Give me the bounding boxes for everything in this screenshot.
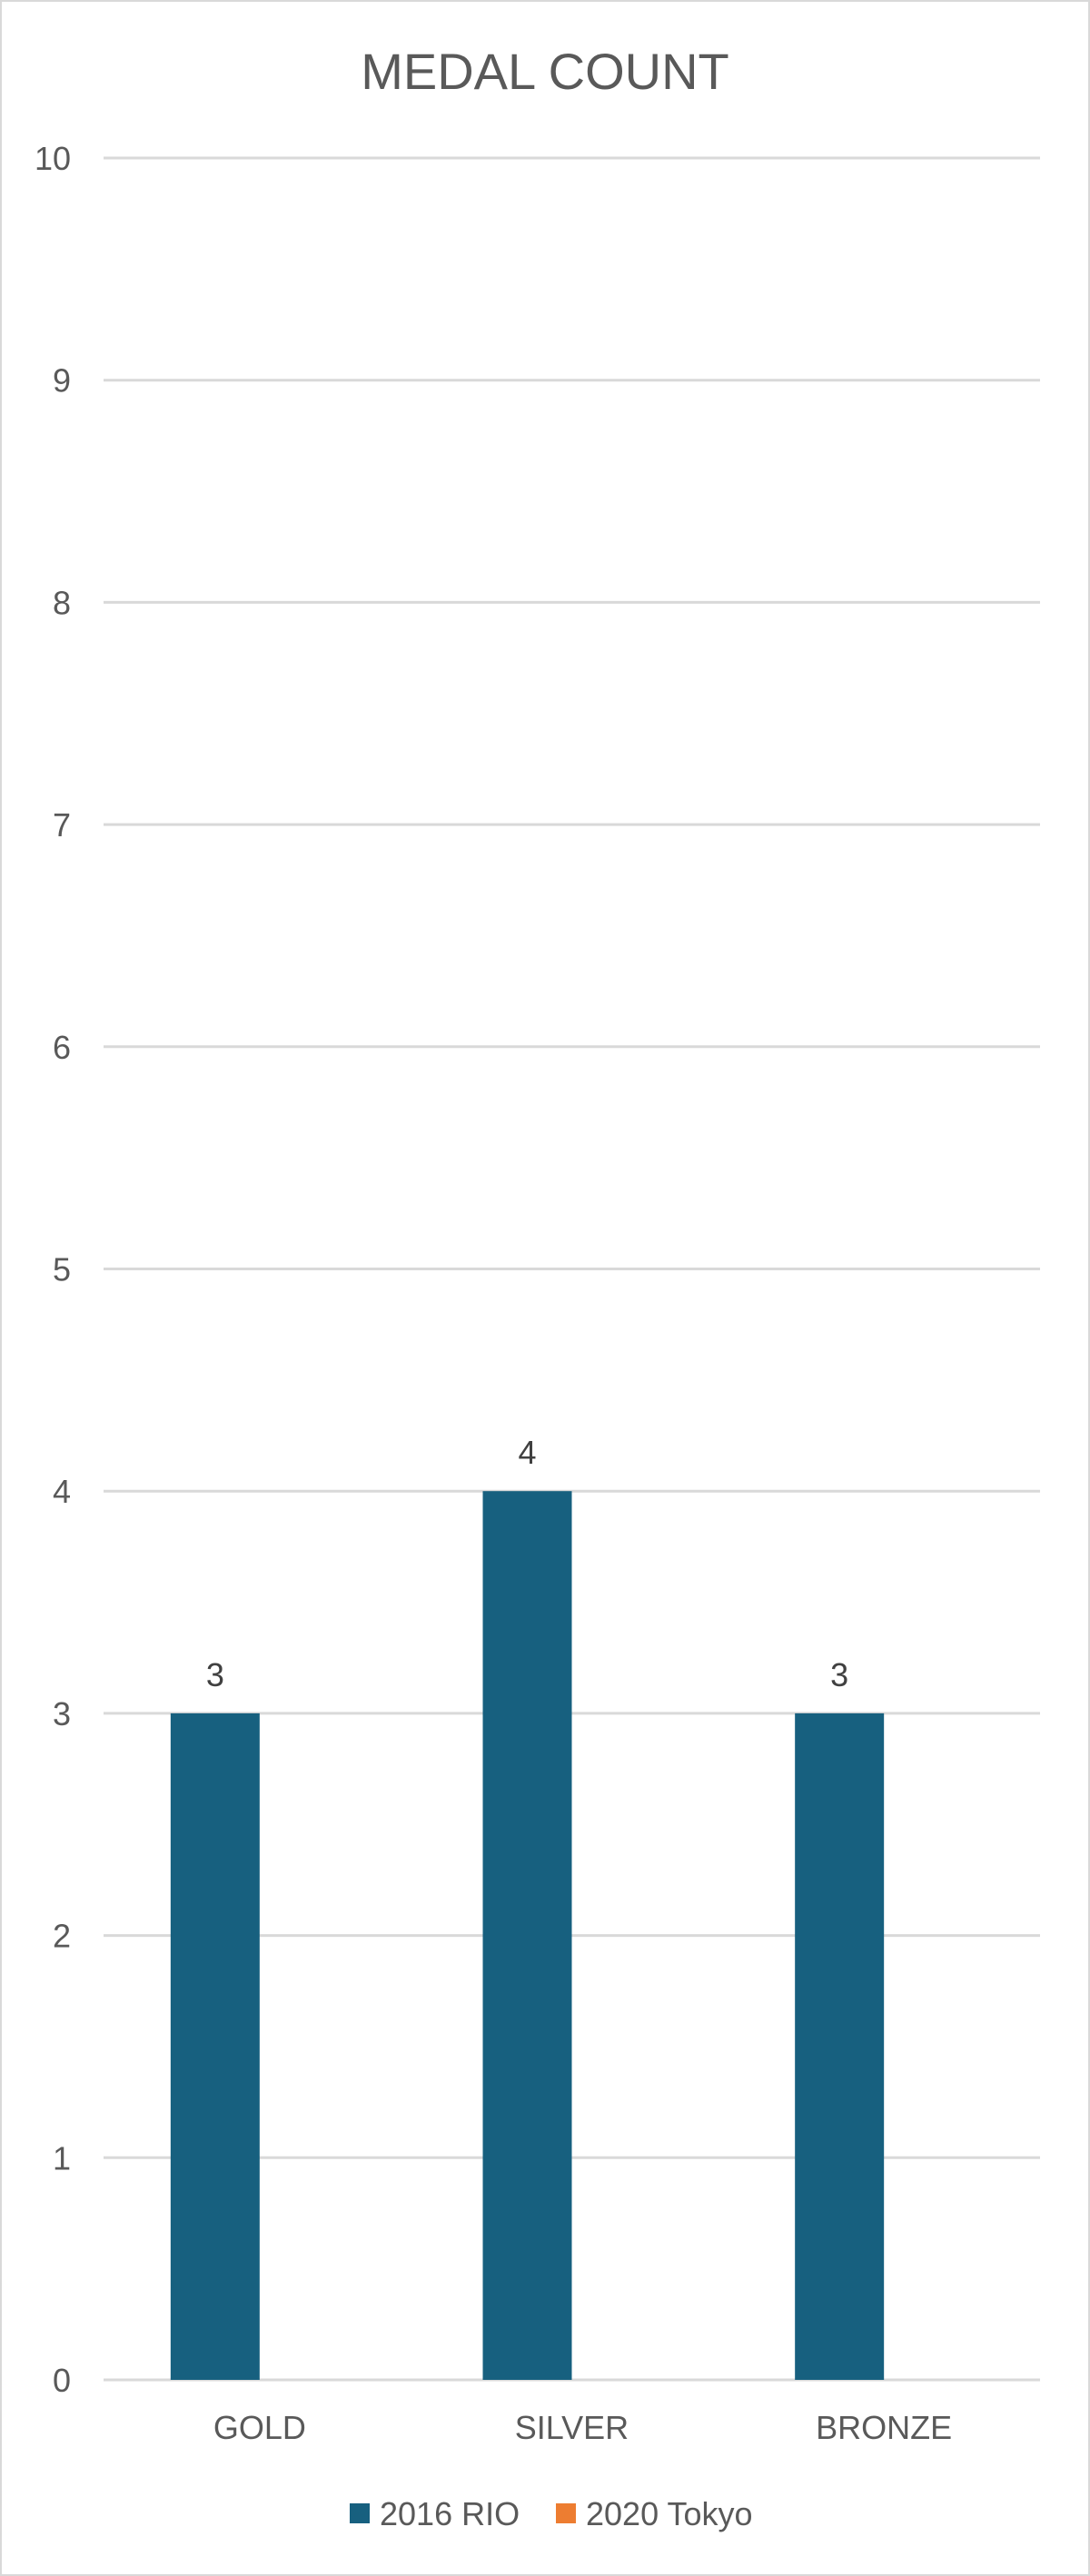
bars: [170, 1491, 885, 2380]
y-tick-label: 5: [53, 1251, 71, 1288]
legend-swatch: [350, 2503, 370, 2523]
y-tick-label: 7: [53, 806, 71, 844]
legend-swatch: [556, 2503, 576, 2523]
x-category-label: SILVER: [515, 2409, 629, 2446]
y-tick-label: 3: [53, 1695, 71, 1732]
y-tick-label: 6: [53, 1029, 71, 1066]
bar-bronze-0: [795, 1712, 885, 2380]
data-labels: 3 4 3: [206, 1434, 848, 1693]
chart-title: MEDAL COUNT: [361, 43, 729, 100]
legend-label: 2020 Tokyo: [586, 2495, 752, 2532]
y-tick-label: 0: [53, 2362, 71, 2399]
legend-label: 2016 RIO: [380, 2495, 520, 2532]
bar-silver-0: [482, 1491, 572, 2380]
y-tick-label: 4: [53, 1473, 71, 1510]
data-label: 3: [830, 1656, 848, 1693]
x-category-label: BRONZE: [816, 2409, 952, 2446]
x-axis-category-labels: GOLD SILVER BRONZE: [213, 2409, 952, 2446]
y-tick-label: 9: [53, 362, 71, 400]
y-tick-label: 10: [35, 140, 71, 177]
y-axis-tick-labels: 0 1 2 3 4 5 6 7 8 9 10: [35, 140, 71, 2399]
x-category-label: GOLD: [213, 2409, 306, 2446]
y-tick-label: 2: [53, 1918, 71, 1955]
y-tick-label: 1: [53, 2139, 71, 2176]
data-label: 4: [518, 1434, 536, 1471]
y-tick-label: 8: [53, 584, 71, 621]
bar-gold-0: [170, 1712, 260, 2380]
data-label: 3: [206, 1656, 224, 1693]
legend: 2016 RIO 2020 Tokyo: [350, 2495, 752, 2532]
